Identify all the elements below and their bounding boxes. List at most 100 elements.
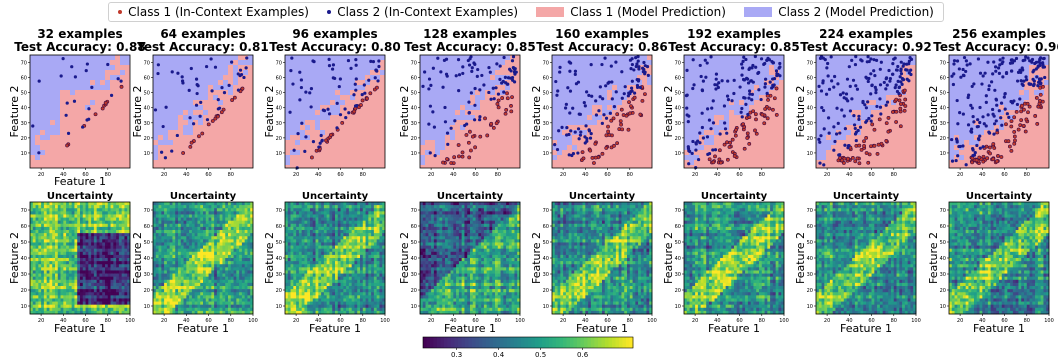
class2-example-point xyxy=(900,82,904,86)
heatmap-cell xyxy=(52,236,56,240)
class2-region-cell xyxy=(208,80,213,85)
class2-region-cell xyxy=(425,65,430,70)
class2-region-cell xyxy=(876,95,881,100)
class1-example-point xyxy=(103,100,108,105)
heatmap-cell xyxy=(158,223,162,228)
heatmap-cell xyxy=(164,239,168,243)
heatmap-cell xyxy=(49,220,53,225)
class2-region-cell xyxy=(1014,105,1019,110)
class2-region-cell xyxy=(375,75,380,80)
heatmap-cell xyxy=(52,295,56,299)
class2-region-cell xyxy=(178,85,183,90)
heatmap-cell xyxy=(74,310,78,315)
class2-region-cell xyxy=(35,60,40,65)
heatmap-cell xyxy=(166,298,171,302)
class2-region-cell xyxy=(55,90,60,95)
class2-example-point xyxy=(972,120,976,124)
class2-region-cell xyxy=(989,105,994,110)
class2-region-cell xyxy=(70,90,75,95)
class2-region-cell xyxy=(153,145,158,150)
class2-region-cell xyxy=(290,65,295,70)
class2-region-cell xyxy=(719,55,724,60)
class2-region-cell xyxy=(295,100,300,105)
class2-region-cell xyxy=(831,55,836,60)
heatmap-cell xyxy=(172,254,176,259)
heatmap-cell xyxy=(161,236,165,240)
heatmap-cell xyxy=(158,242,162,246)
class2-region-cell xyxy=(949,95,954,100)
class2-example-point xyxy=(826,74,830,78)
heatmap-cell xyxy=(189,276,193,281)
heatmap-cell xyxy=(93,261,98,265)
x-tick-label: 60 xyxy=(82,318,88,324)
heatmap-cell xyxy=(166,273,171,278)
heatmap-cell xyxy=(166,286,171,290)
heatmap-cell xyxy=(71,258,75,262)
class2-region-cell xyxy=(60,70,65,75)
class2-region-cell xyxy=(1004,85,1009,90)
heatmap-cell xyxy=(88,261,92,265)
class2-region-cell xyxy=(699,105,704,110)
heatmap-cell xyxy=(68,239,73,243)
heatmap-cell xyxy=(164,279,168,284)
heatmap-cell xyxy=(82,223,86,228)
heatmap-cell xyxy=(96,226,100,231)
class2-region-cell xyxy=(861,115,866,120)
heatmap-cell xyxy=(46,310,50,315)
class2-example-point xyxy=(698,63,702,68)
heatmap-cell xyxy=(107,202,111,206)
heatmap-cell xyxy=(175,248,179,253)
heatmap-cell xyxy=(175,220,179,225)
class2-region-cell xyxy=(959,65,964,70)
class2-region-cell xyxy=(320,130,325,135)
class2-region-cell xyxy=(168,80,173,85)
class2-example-point xyxy=(318,141,322,145)
class2-region-cell xyxy=(305,60,310,65)
class2-region-cell xyxy=(622,55,627,60)
class2-region-cell xyxy=(836,90,841,95)
class2-example-point xyxy=(629,86,634,90)
class2-region-cell xyxy=(719,60,724,65)
class2-region-cell xyxy=(754,60,759,65)
class2-example-point xyxy=(1022,79,1026,83)
class2-region-cell xyxy=(325,110,330,115)
heatmap-cell xyxy=(74,233,78,237)
heatmap-cell xyxy=(55,307,59,312)
heatmap-cell xyxy=(46,202,50,206)
heatmap-cell xyxy=(85,202,89,206)
class2-region-cell xyxy=(183,55,188,60)
class2-region-cell xyxy=(163,100,168,105)
class2-region-cell xyxy=(35,90,40,95)
class2-example-point xyxy=(610,80,614,84)
heatmap-cell xyxy=(166,223,171,228)
class2-region-cell xyxy=(567,65,572,70)
class1-example-point xyxy=(718,160,723,165)
heatmap-cell xyxy=(191,205,196,209)
class2-example-point xyxy=(288,110,292,114)
heatmap-cell xyxy=(43,220,48,225)
class2-region-cell xyxy=(203,60,208,65)
class2-example-point xyxy=(116,77,120,81)
heatmap-cell xyxy=(38,217,42,222)
heatmap-cell xyxy=(180,205,184,209)
class2-region-cell xyxy=(881,90,886,95)
class2-region-cell xyxy=(699,65,704,70)
heatmap-cell xyxy=(169,248,173,253)
class2-region-cell xyxy=(704,85,709,90)
class2-example-point xyxy=(987,87,991,92)
heatmap-cell xyxy=(43,230,48,234)
class1-example-point xyxy=(838,155,842,160)
class2-example-point xyxy=(502,55,506,60)
class2-region-cell xyxy=(420,115,425,120)
heatmap-cell xyxy=(169,261,173,265)
heatmap-cell xyxy=(99,245,103,250)
class2-example-point xyxy=(723,121,727,125)
heatmap-cell xyxy=(178,205,182,209)
class2-region-cell xyxy=(779,75,784,80)
class2-region-cell xyxy=(567,115,572,120)
class2-region-cell xyxy=(445,65,450,70)
class2-example-point xyxy=(371,60,376,64)
heatmap-cell xyxy=(96,254,100,259)
class2-region-cell xyxy=(450,90,455,95)
class2-example-point xyxy=(222,91,227,95)
